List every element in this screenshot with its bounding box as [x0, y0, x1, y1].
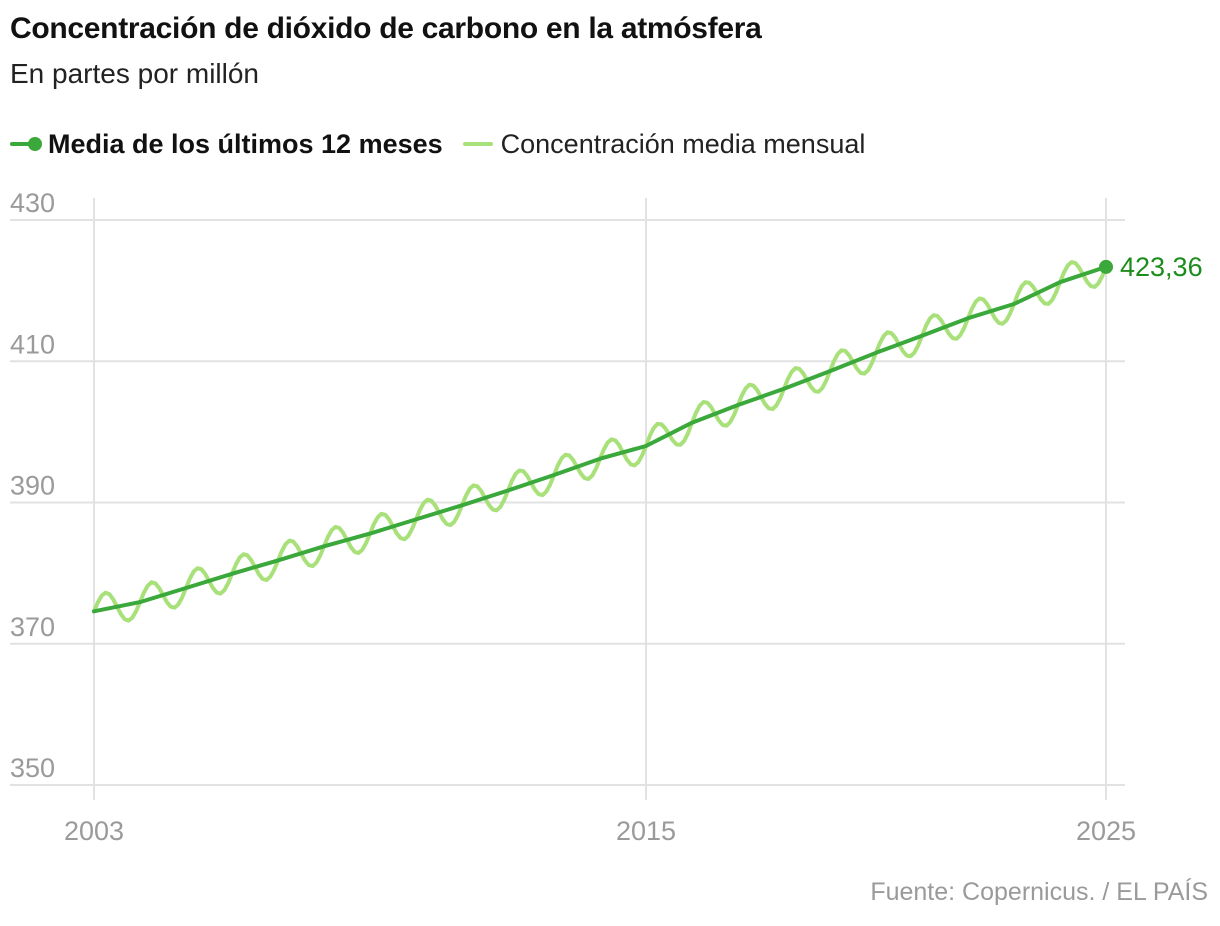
- y-tick-label-370: 370: [10, 612, 55, 642]
- legend-monthly-swatch-icon: [462, 136, 493, 152]
- x-tick-label-2003: 2003: [64, 816, 124, 846]
- legend-mean-swatch-icon: [10, 136, 42, 152]
- series-mean-line: [92, 264, 1108, 614]
- legend-mean-label: Media de los últimos 12 meses: [48, 128, 443, 159]
- legend-monthly-label: Concentración media mensual: [500, 128, 866, 159]
- series-mean-end-label: 423,36: [1120, 252, 1203, 282]
- y-tick-label-390: 390: [10, 471, 55, 501]
- y-tick-label-430: 430: [10, 188, 55, 218]
- legend-item-mean: Media de los últimos 12 meses: [10, 129, 443, 160]
- series-mean-end-point: [1099, 259, 1113, 274]
- chart-subtitle: En partes por millón: [10, 58, 260, 89]
- x-tick-label-2015: 2015: [616, 816, 676, 846]
- chart-title: Concentración de dióxido de carbono en l…: [10, 12, 762, 45]
- legend: Media de los últimos 12 meses Concentrac…: [10, 126, 885, 162]
- y-tick-label-350: 350: [10, 753, 55, 783]
- source-credit: Fuente: Copernicus. / EL PAÍS: [870, 878, 1208, 906]
- series-monthly-line: [92, 260, 1108, 623]
- y-tick-label-410: 410: [10, 329, 55, 359]
- x-tick-label-2025: 2025: [1076, 816, 1136, 846]
- legend-item-monthly: Concentración media mensual: [462, 128, 866, 160]
